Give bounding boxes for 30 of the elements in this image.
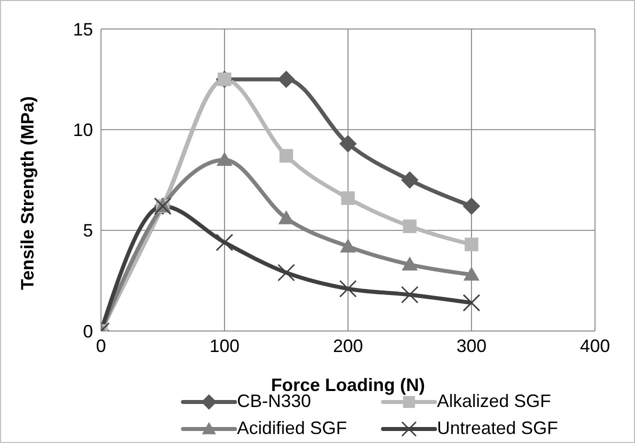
x-tick-label: 300	[456, 336, 487, 356]
point	[401, 286, 418, 304]
point	[402, 220, 417, 234]
legend-label: Alkalized SGF	[437, 391, 552, 412]
legend-label: Untreated SGF	[437, 418, 558, 439]
point	[462, 294, 480, 312]
y-tick-label: 10	[72, 120, 93, 140]
point	[279, 149, 294, 163]
point	[463, 198, 480, 215]
y-tick-label: 0	[82, 321, 93, 342]
point	[340, 135, 356, 152]
point	[216, 152, 232, 166]
x-tick-label: 200	[332, 336, 364, 356]
x-tick-label: 0	[96, 336, 106, 356]
point	[464, 238, 478, 252]
x-tick-label: 100	[209, 336, 240, 356]
y-axis-title: Tensile Strength (MPa)	[17, 96, 38, 290]
point	[340, 238, 356, 252]
point	[278, 70, 295, 88]
point	[401, 172, 418, 188]
point	[464, 266, 480, 281]
point	[402, 256, 418, 271]
point	[278, 264, 295, 282]
legend-label: Acidified SGF	[237, 418, 348, 439]
x-tick-label: 400	[580, 336, 610, 356]
y-tick-label: 15	[72, 19, 93, 40]
point	[339, 280, 357, 298]
point	[341, 191, 355, 205]
y-tick-label: 5	[82, 220, 93, 241]
point	[216, 234, 234, 252]
